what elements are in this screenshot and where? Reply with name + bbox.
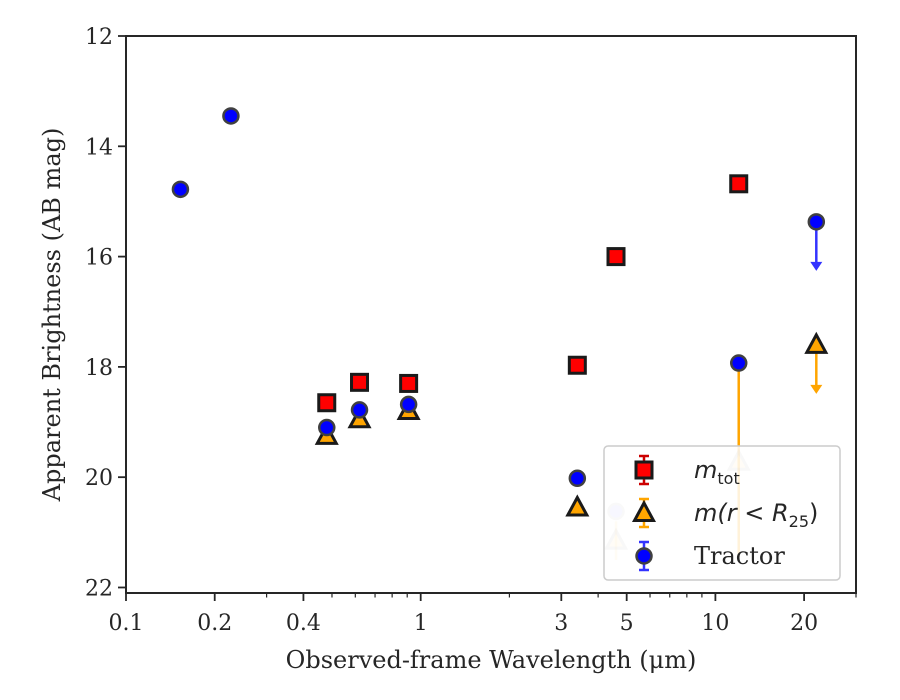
y-tick-label: 14 [85, 135, 113, 160]
x-tick-label: 0.2 [197, 611, 232, 636]
x-tick-label: 20 [790, 611, 818, 636]
x-tick-label: 0.4 [286, 611, 321, 636]
mtot-point [317, 393, 337, 413]
y-tick-label: 16 [85, 246, 113, 271]
tractor-point [568, 469, 587, 488]
axis-ticks-layer: 0.1 0.2 0.4 1 3 5 10 20 12 14 16 18 20 22 [85, 25, 857, 636]
plot-frame [125, 35, 857, 594]
tractor-point [171, 180, 190, 199]
mr25-point [804, 331, 829, 354]
legend-label-mtot: mtot [694, 456, 740, 488]
tractor-point [807, 213, 826, 231]
data-points-layer [171, 107, 829, 550]
x-tick-label: 5 [620, 611, 634, 636]
legend-marker-mr25 [631, 499, 657, 522]
y-axis-label: Apparent Brightness (AB mag) [38, 128, 66, 503]
x-axis-label: Observed-frame Wavelength (μm) [286, 646, 697, 674]
x-tick-label: 3 [554, 611, 568, 636]
tractor-upper-limit-arrow-head [810, 261, 823, 271]
legend-marker-tractor [635, 547, 653, 565]
x-tick-label: 10 [701, 611, 729, 636]
mr25-point [565, 494, 590, 517]
tractor-point [350, 401, 369, 419]
y-tick-label: 20 [85, 466, 113, 491]
mtot-point [567, 355, 587, 375]
legend: mtot m(r < R25) Tractor [603, 445, 841, 581]
x-tick-label: 1 [414, 611, 428, 636]
legend-label-tractor: Tractor [694, 542, 785, 570]
legend-marker-mtot [634, 460, 654, 480]
mtot-point [350, 372, 370, 392]
tractor-point [729, 354, 748, 372]
x-tick-label: 0.1 [109, 611, 144, 636]
legend-label-mr25: m(r < R25) [694, 499, 818, 531]
tractor-point [222, 107, 240, 125]
legend-box [603, 445, 841, 581]
y-tick-label: 22 [85, 576, 113, 601]
tractor-point [399, 395, 418, 414]
y-tick-label: 18 [85, 356, 113, 381]
mtot-point [729, 174, 749, 194]
mr25-upper-limit-arrow-head [810, 384, 823, 394]
mtot-point [606, 247, 626, 267]
mtot-point [399, 373, 419, 393]
tractor-point [318, 418, 336, 437]
y-tick-label: 12 [85, 25, 113, 50]
